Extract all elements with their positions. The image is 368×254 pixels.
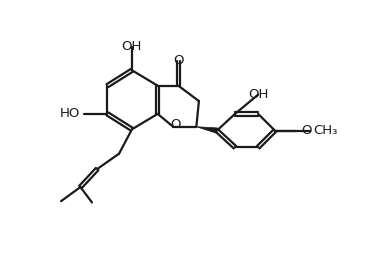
Text: OH: OH bbox=[248, 88, 268, 101]
Text: CH₃: CH₃ bbox=[314, 124, 338, 137]
Text: O: O bbox=[173, 54, 184, 68]
Text: O: O bbox=[302, 124, 312, 137]
Polygon shape bbox=[196, 127, 217, 133]
Text: OH: OH bbox=[122, 40, 142, 53]
Text: O: O bbox=[170, 118, 181, 131]
Text: HO: HO bbox=[60, 107, 81, 120]
